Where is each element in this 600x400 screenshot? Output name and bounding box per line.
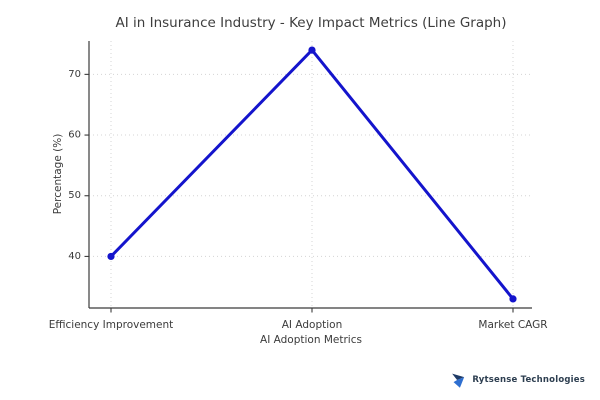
x-tick-label: AI Adoption xyxy=(282,319,342,331)
y-tick-label: 40 xyxy=(68,251,81,262)
x-tick-label: Efficiency Improvement xyxy=(49,319,174,331)
y-tick-label: 50 xyxy=(68,190,81,201)
bolt-icon xyxy=(452,373,465,388)
chart-title: AI in Insurance Industry - Key Impact Me… xyxy=(115,15,507,31)
data-point xyxy=(107,252,115,261)
x-axis-label: AI Adoption Metrics xyxy=(260,334,362,346)
y-tick-label: 70 xyxy=(68,69,81,80)
brand-name: Rytsense Technologies xyxy=(472,375,585,385)
data-point xyxy=(308,46,316,54)
x-tick-label: Market CAGR xyxy=(478,319,547,331)
y-axis-label: Percentage (%) xyxy=(52,133,64,215)
data-point xyxy=(509,295,517,303)
y-tick-label: 60 xyxy=(68,130,81,141)
brand-logo: Rytsense Technologies xyxy=(450,371,585,389)
